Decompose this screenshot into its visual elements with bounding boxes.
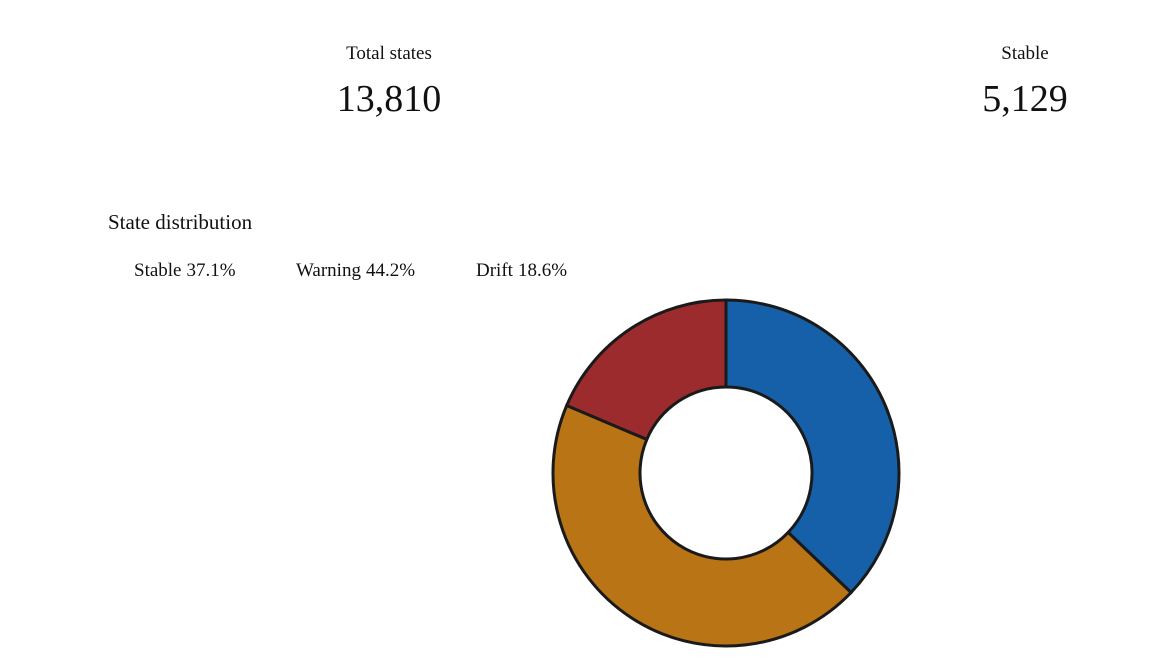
legend-value: 44.2% [366, 260, 415, 281]
kpi-value: 5,129 [982, 78, 1068, 120]
legend-name: Stable [134, 260, 182, 281]
donut-slice [551, 403, 854, 648]
legend-entry: Stable 37.1% [134, 260, 236, 281]
kpi-label: Total states [346, 43, 432, 64]
legend-entry: Drift 18.6% [476, 260, 567, 281]
legend-value: 18.6% [518, 260, 567, 281]
chart-title: State distribution [108, 210, 253, 234]
kpi-value: 13,810 [337, 78, 442, 120]
legend: Stable 37.1% Warning 44.2% Drift 18.6% [134, 260, 567, 281]
legend-name: Warning [296, 260, 361, 281]
legend-value: 37.1% [187, 260, 236, 281]
legend-name: Drift [476, 260, 514, 281]
legend-entry: Warning 44.2% [296, 260, 415, 281]
donut [551, 298, 901, 648]
kpi-label: Stable [1001, 43, 1049, 64]
donut-slice [564, 298, 728, 442]
donut-slice [724, 298, 901, 595]
